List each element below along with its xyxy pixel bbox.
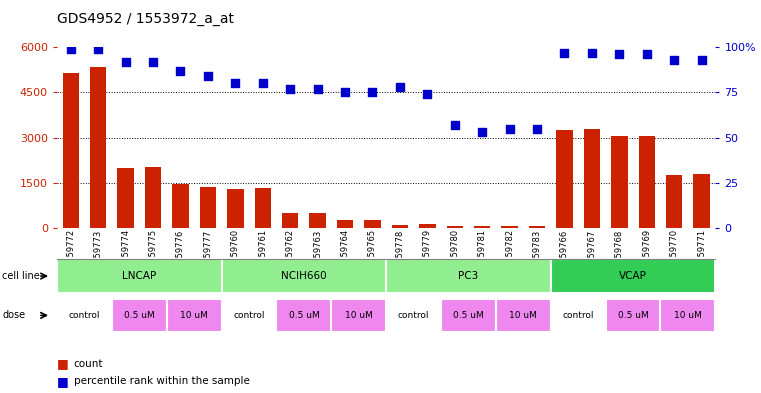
Bar [145, 167, 161, 228]
Point [476, 129, 489, 135]
Point [366, 89, 378, 95]
Text: ■: ■ [57, 375, 68, 388]
Point [65, 46, 77, 52]
Bar [501, 226, 517, 228]
Point [311, 86, 323, 92]
Bar [90, 67, 107, 228]
Bar [638, 136, 655, 228]
Text: 0.5 uM: 0.5 uM [453, 311, 484, 320]
Bar [117, 168, 134, 228]
Point [92, 46, 104, 52]
Bar [199, 187, 216, 228]
Bar [666, 175, 683, 228]
Text: PC3: PC3 [458, 271, 479, 281]
Bar [365, 220, 380, 228]
Bar [584, 129, 600, 228]
Bar [282, 213, 298, 228]
Point [668, 57, 680, 63]
Bar [392, 225, 408, 228]
Text: control: control [68, 311, 100, 320]
Point [696, 57, 708, 63]
Point [394, 84, 406, 90]
Text: 0.5 uM: 0.5 uM [618, 311, 648, 320]
Text: count: count [74, 358, 103, 369]
Point [339, 89, 351, 95]
Point [641, 51, 653, 57]
Bar [529, 226, 546, 228]
Text: 10 uM: 10 uM [509, 311, 537, 320]
Bar [474, 226, 490, 228]
Point [449, 122, 461, 128]
Point [586, 50, 598, 56]
Text: 10 uM: 10 uM [674, 311, 702, 320]
Bar [419, 224, 435, 228]
Text: GDS4952 / 1553972_a_at: GDS4952 / 1553972_a_at [57, 11, 234, 26]
Bar [310, 213, 326, 228]
Bar [172, 184, 189, 228]
Bar [254, 189, 271, 228]
Bar [337, 220, 353, 228]
Point [229, 80, 241, 86]
Point [531, 125, 543, 132]
Text: VCAP: VCAP [619, 271, 647, 281]
Point [559, 50, 571, 56]
Bar [62, 73, 79, 228]
Text: NCIH660: NCIH660 [281, 271, 326, 281]
Text: cell line: cell line [2, 271, 40, 281]
Text: control: control [562, 311, 594, 320]
Point [284, 86, 296, 92]
Point [613, 51, 626, 57]
Text: ■: ■ [57, 357, 68, 370]
Text: 0.5 uM: 0.5 uM [124, 311, 154, 320]
Text: dose: dose [2, 310, 25, 320]
Text: percentile rank within the sample: percentile rank within the sample [74, 376, 250, 386]
Text: control: control [234, 311, 265, 320]
Bar [447, 226, 463, 228]
Text: 10 uM: 10 uM [345, 311, 373, 320]
Point [174, 68, 186, 74]
Point [147, 59, 159, 65]
Bar [227, 189, 244, 228]
Point [504, 125, 516, 132]
Bar [693, 174, 710, 228]
Point [422, 91, 434, 97]
Text: LNCAP: LNCAP [123, 271, 157, 281]
Point [256, 80, 269, 86]
Text: 10 uM: 10 uM [180, 311, 209, 320]
Text: 0.5 uM: 0.5 uM [288, 311, 320, 320]
Text: control: control [398, 311, 429, 320]
Bar [556, 130, 573, 228]
Point [119, 59, 132, 65]
Point [202, 73, 214, 79]
Bar [611, 136, 628, 228]
